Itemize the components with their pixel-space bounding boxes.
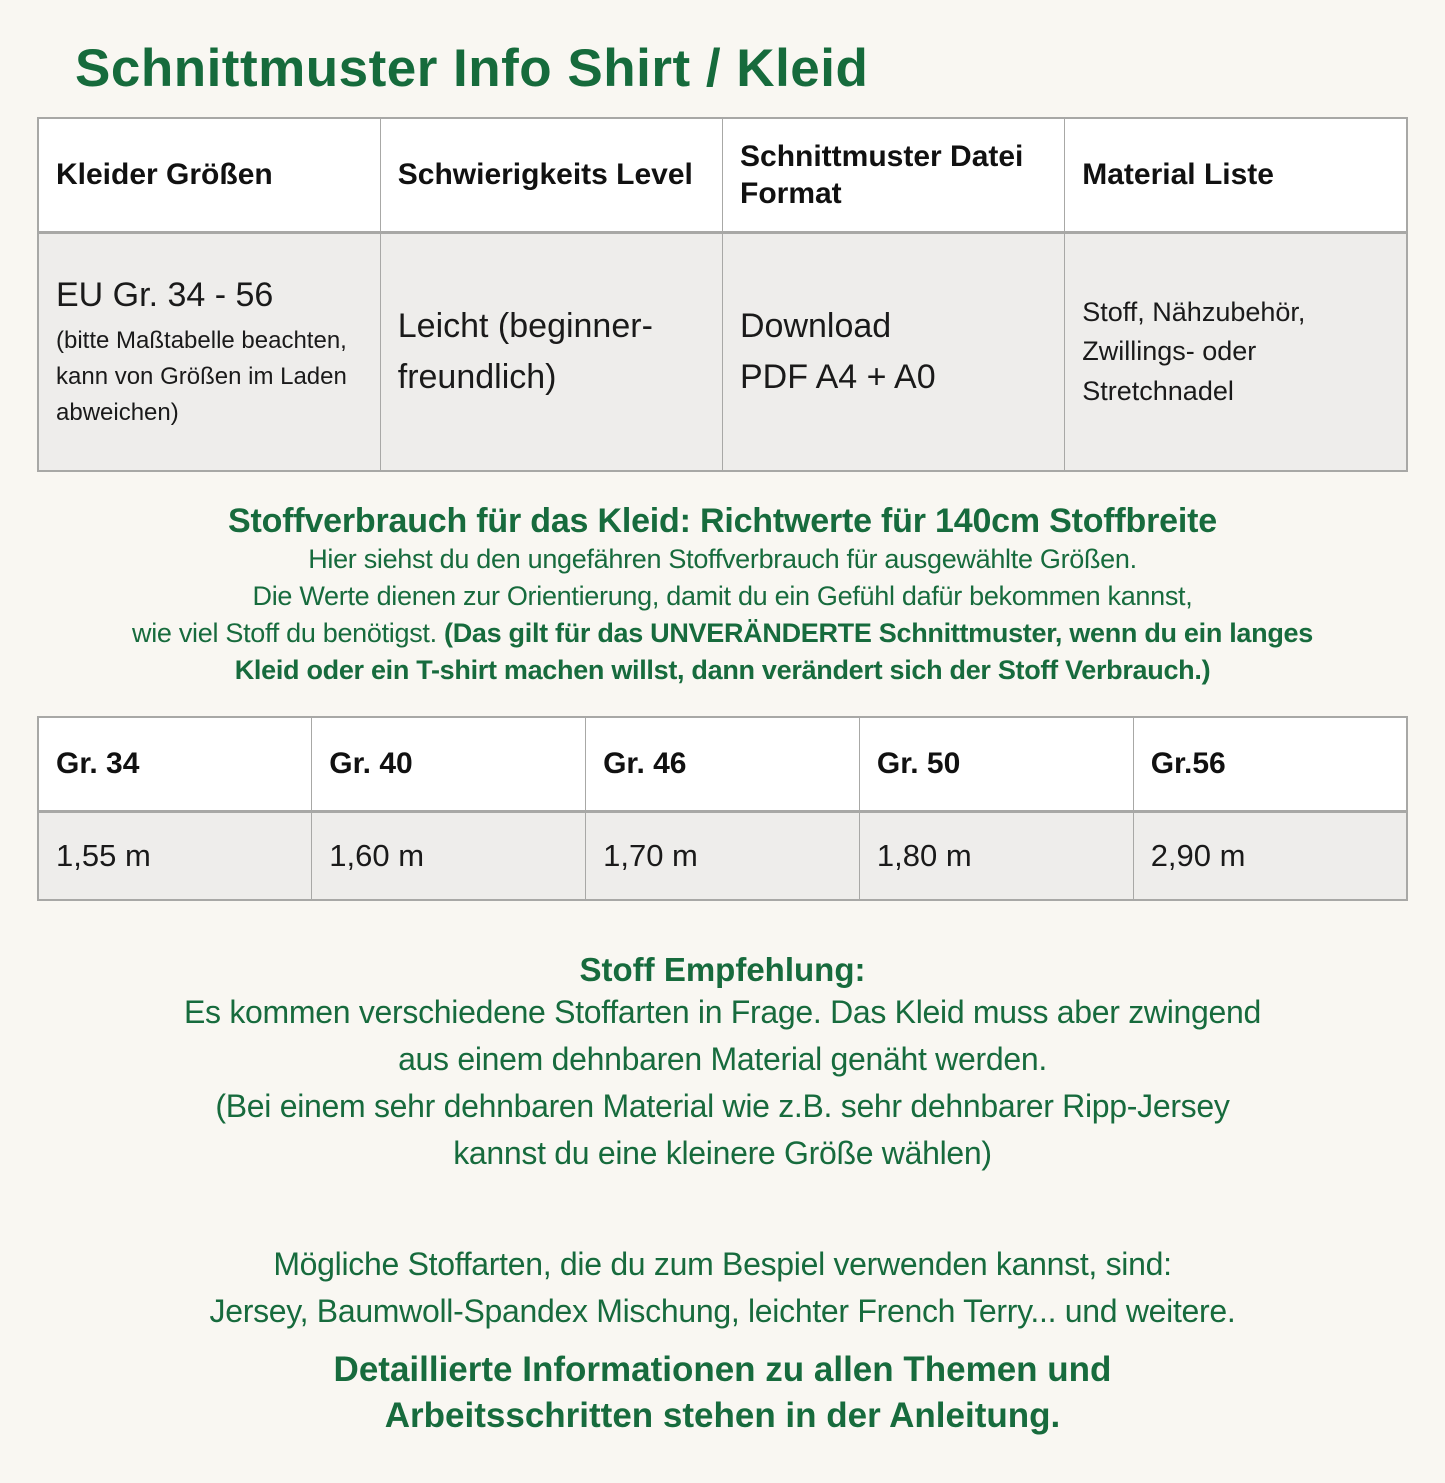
fabric-length-40: 1,60 m — [311, 811, 587, 901]
recommendation-line-1: Es kommen verschiedene Stoffarten in Fra… — [183, 994, 1262, 1030]
fabric-length-34: 1,55 m — [37, 811, 313, 901]
fabric-table-row: 1,55 m 1,60 m 1,70 m 1,80 m 2,90 m — [37, 811, 1408, 901]
footer-note-line-2: Arbeitsschritten stehen in der Anleitung… — [384, 1396, 1061, 1435]
usage-line-1: Hier siehst du den ungefähren Stoffverbr… — [308, 544, 1137, 574]
recommendation-heading: Stoff Empfehlung: — [579, 951, 866, 988]
fabric-size-header-34: Gr. 34 — [37, 716, 313, 813]
fabric-length-50: 1,80 m — [858, 811, 1134, 901]
cell-materials: Stoff, Nähzubehör, Zwillings- oder Stret… — [1064, 232, 1408, 472]
fabric-size-header-40: Gr. 40 — [311, 716, 587, 813]
fabric-types-line-1: Mögliche Stoffarten, die du zum Bespiel … — [273, 1246, 1172, 1282]
fabric-table-header: Gr. 34 Gr. 40 Gr. 46 Gr. 50 Gr.56 — [37, 716, 1408, 813]
usage-line-3: wie viel Stoff du benötigst. (Das gilt f… — [0, 615, 1445, 652]
material-list: Stoff, Nähzubehör, Zwillings- oder Stret… — [1082, 297, 1306, 406]
recommendation-line-3: (Bei einem sehr dehnbaren Material wie z… — [215, 1088, 1230, 1124]
footer-note-line-1: Detaillierte Informationen zu allen Them… — [333, 1350, 1112, 1389]
fabric-table-body: 1,55 m 1,60 m 1,70 m 1,80 m 2,90 m — [37, 811, 1408, 901]
usage-line-3-bold: (Das gilt für das UNVERÄNDERTE Schnittmu… — [444, 618, 1313, 648]
header-datei-format: Schnittmuster Datei Format — [721, 117, 1066, 234]
usage-line-3-normal: wie viel Stoff du benötigst. — [132, 618, 445, 648]
cell-sizes: EU Gr. 34 - 56 (bitte Maßtabelle beachte… — [37, 232, 381, 472]
info-table-header-row: Kleider Größen Schwierigkeits Level Schn… — [37, 117, 1408, 234]
info-table-row: EU Gr. 34 - 56 (bitte Maßtabelle beachte… — [37, 232, 1408, 472]
footer-note: Detaillierte Informationen zu allen Them… — [0, 1347, 1445, 1439]
info-table-header: Kleider Größen Schwierigkeits Level Schn… — [37, 117, 1408, 234]
recommendation-line-2: aus einem dehnbaren Material genäht werd… — [398, 1041, 1047, 1077]
fabric-size-header-46: Gr. 46 — [585, 716, 860, 813]
file-format-line1: Download — [740, 307, 892, 345]
difficulty-level: Leicht (beginner-freundlich) — [397, 307, 653, 396]
size-range: EU Gr. 34 - 56 — [56, 276, 274, 315]
size-note: (bitte Maßtabelle beachten, kann von Grö… — [56, 326, 347, 426]
usage-line-4-bold: Kleid oder ein T-shirt machen willst, da… — [234, 655, 1211, 685]
header-material-liste: Material Liste — [1064, 117, 1408, 234]
info-table: Kleider Größen Schwierigkeits Level Schn… — [37, 117, 1408, 472]
page-title: Schnittmuster Info Shirt / Kleid — [75, 39, 869, 98]
info-table-body: EU Gr. 34 - 56 (bitte Maßtabelle beachte… — [37, 232, 1408, 472]
fabric-size-header-56: Gr.56 — [1132, 716, 1408, 813]
usage-line-2: Die Werte dienen zur Orientierung, damit… — [252, 581, 1193, 611]
fabric-usage-table: Gr. 34 Gr. 40 Gr. 46 Gr. 50 Gr.56 1,55 m… — [37, 716, 1408, 901]
usage-heading: Stoffverbrauch für das Kleid: Richtwerte… — [228, 502, 1217, 540]
header-kleider-groessen: Kleider Größen — [37, 117, 381, 234]
cell-file-format: Download PDF A4 + A0 — [721, 232, 1066, 472]
header-schwierigkeits-level: Schwierigkeits Level — [379, 117, 724, 234]
fabric-types-line-2: Jersey, Baumwoll-Spandex Mischung, leich… — [209, 1293, 1236, 1329]
recommendation-line-4: kannst du eine kleinere Größe wählen) — [453, 1135, 992, 1171]
file-format-line2: PDF A4 + A0 — [740, 358, 936, 396]
cell-difficulty: Leicht (beginner-freundlich) — [379, 232, 724, 472]
fabric-size-header-50: Gr. 50 — [858, 716, 1134, 813]
fabric-length-56: 2,90 m — [1132, 811, 1408, 901]
fabric-types-section: Mögliche Stoffarten, die du zum Bespiel … — [0, 1241, 1445, 1335]
fabric-length-46: 1,70 m — [585, 811, 860, 901]
fabric-table-header-row: Gr. 34 Gr. 40 Gr. 46 Gr. 50 Gr.56 — [37, 716, 1408, 813]
usage-line-4: Kleid oder ein T-shirt machen willst, da… — [0, 652, 1445, 689]
